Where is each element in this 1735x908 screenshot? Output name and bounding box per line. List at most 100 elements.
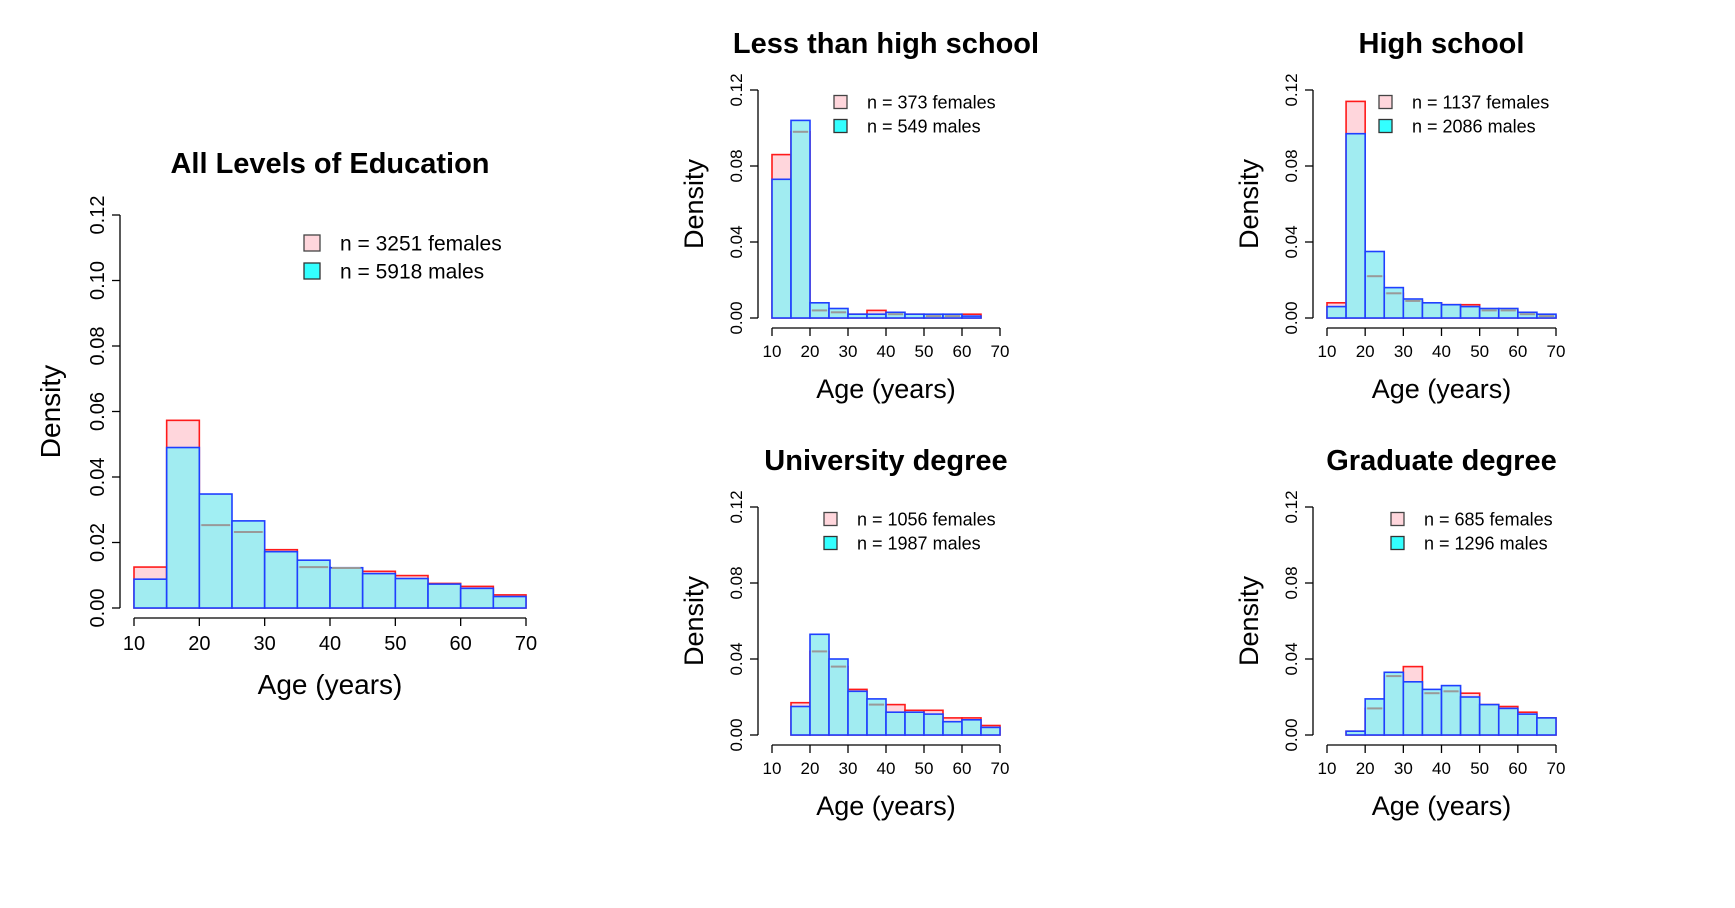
male-bar [885,711,906,736]
legend: n = 3251 females n = 5918 males [303,233,502,284]
y-tick-label: 0.04 [87,458,109,497]
y-tick-label: 0.12 [727,73,746,106]
legend-swatch [833,118,848,134]
legend-swatch [303,262,321,280]
male-bar [329,566,364,609]
x-tick-label: 40 [877,342,896,361]
male-bar [1421,688,1443,736]
male-bar [361,572,397,609]
male-bar [771,178,792,319]
chart-panel-3: High school 10 20 30 40 50 60 70 0.00 0.04 0.08 0.1… [1234,28,1565,404]
y-axis-label: Density [1234,575,1264,666]
y-tick-label: 0.08 [87,327,109,366]
y-tick-label: 0.08 [727,566,746,599]
male-bar [427,583,462,609]
legend-entry: n = 1137 females [1412,92,1549,112]
legend-swatch [823,535,838,551]
chart-panel-4: University degree 10 20 30 40 50 60 70 0.00 0.04 0… [679,445,1009,821]
male-bar [866,313,887,319]
chart-title: University degree [764,445,1007,477]
x-tick-label: 10 [763,342,782,361]
x-axis-label: Age (years) [816,791,956,821]
x-tick-label: 30 [839,759,858,778]
legend-swatch [833,94,848,110]
male-bar [961,718,982,736]
y-tick-label: 0.04 [727,225,746,258]
chart-title: High school [1359,28,1525,60]
y-tick-label: 0.04 [727,642,746,675]
male-bar [1421,301,1443,319]
x-tick-label: 40 [1432,342,1451,361]
x-tick-label: 30 [839,342,858,361]
x-tick-label: 10 [1318,759,1337,778]
male-bar [263,550,299,609]
male-bar [1478,703,1500,736]
x-tick-label: 30 [1394,342,1413,361]
x-tick-label: 50 [915,759,934,778]
legend-entry: n = 685 females [1424,509,1553,529]
x-axis-label: Age (years) [1372,374,1512,404]
male-bar [1383,671,1405,736]
x-axis-label: Age (years) [816,374,956,404]
legend: n = 1056 females n = 1987 males [823,509,996,553]
y-tick-label: 0.12 [1282,73,1301,106]
x-tick-label: 60 [1508,342,1527,361]
y-tick-label: 0.00 [727,301,746,334]
male-bar [790,705,811,736]
y-tick-label: 0.10 [87,261,109,300]
legend-entry: n = 373 females [867,92,996,112]
male-bar [904,711,925,736]
legend: n = 373 females n = 549 males [833,92,996,136]
male-bar [1536,717,1557,736]
male-bar [165,446,201,609]
male-bar [923,713,944,736]
legend-entry: n = 2086 males [1412,116,1536,136]
male-bar [1402,680,1424,736]
y-tick-label: 0.12 [1282,490,1301,523]
x-tick-label: 40 [1432,759,1451,778]
y-tick-label: 0.12 [87,196,109,235]
male-bar [1364,250,1386,319]
x-tick-label: 10 [1318,342,1337,361]
x-tick-label: 20 [801,759,820,778]
legend-entry: n = 1987 males [857,533,981,553]
male-bar [942,720,963,736]
y-axis-label: Density [679,575,709,666]
male-bar [1345,132,1366,319]
x-tick-label: 70 [1547,759,1566,778]
y-tick-label: 0.08 [1282,149,1301,182]
x-tick-label: 20 [188,633,210,655]
male-bar [1517,713,1538,736]
y-axis-label: Density [679,158,709,249]
male-bar [790,119,811,319]
x-tick-label: 50 [1470,342,1489,361]
legend-swatch [823,511,838,527]
y-tick-label: 0.12 [727,490,746,523]
legend-entry: n = 5918 males [340,261,484,284]
male-bar [231,520,266,609]
x-axis-label: Age (years) [1372,791,1512,821]
male-bar [847,690,868,736]
male-bar [961,315,982,319]
chart-title: Less than high school [733,28,1039,60]
male-bar [1497,707,1519,736]
x-tick-label: 30 [1394,759,1413,778]
male-bar [133,578,168,609]
x-tick-label: 70 [991,759,1010,778]
male-bar [1383,286,1405,319]
male-bar [1440,684,1462,736]
male-bar [394,577,429,609]
male-bar [980,726,1001,736]
x-tick-label: 20 [1356,759,1375,778]
male-bar [1440,303,1462,319]
male-bar [809,633,830,736]
legend-swatch [1378,94,1393,110]
y-tick-label: 0.08 [727,149,746,182]
legend-entry: n = 3251 females [340,233,502,256]
legend-swatch [1390,535,1405,551]
chart-title: All Levels of Education [170,148,489,180]
x-tick-label: 60 [953,759,972,778]
x-tick-label: 60 [953,342,972,361]
y-tick-label: 0.04 [1282,225,1301,258]
legend-entry: n = 1296 males [1424,533,1548,553]
